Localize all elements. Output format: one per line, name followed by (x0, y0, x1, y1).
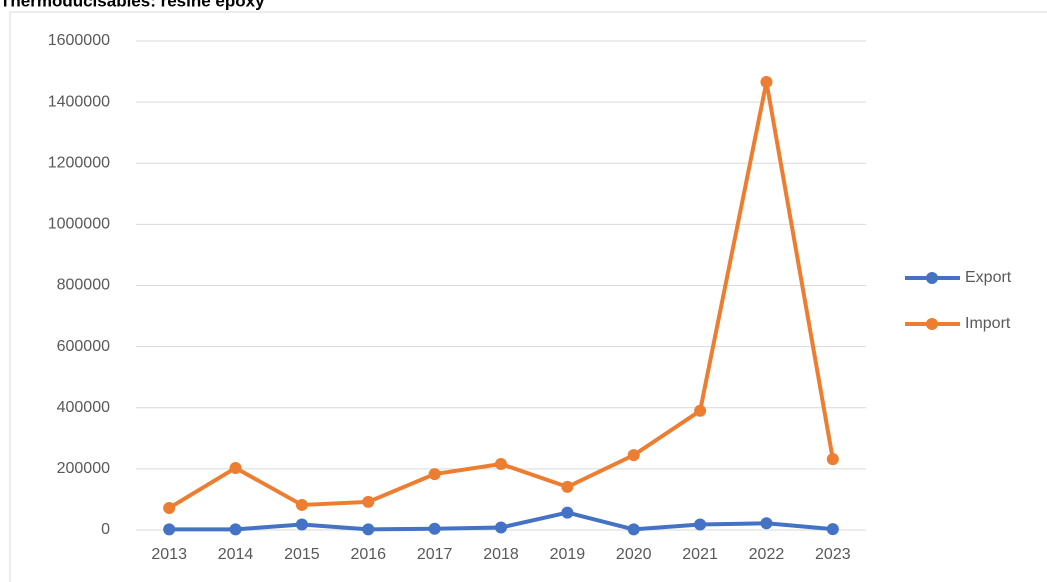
x-tick-label: 2020 (616, 546, 652, 563)
y-tick-label: 1200000 (48, 154, 110, 171)
data-point (295, 498, 308, 511)
data-point (428, 468, 441, 481)
data-point (495, 457, 507, 470)
x-tick-label: 2019 (550, 546, 586, 563)
x-tick-label: 2017 (417, 546, 453, 563)
data-point (694, 518, 707, 531)
data-point (561, 480, 574, 493)
legend-marker (926, 318, 938, 330)
x-tick-label: 2018 (483, 546, 519, 563)
chart-title: Thermoducisables: resine epoxy (0, 0, 265, 10)
data-point (163, 501, 176, 514)
y-tick-label: 600000 (57, 338, 110, 355)
data-point (163, 523, 176, 536)
x-tick-label: 2014 (218, 546, 254, 563)
x-tick-label: 2021 (682, 546, 718, 563)
y-tick-label: 200000 (57, 460, 110, 477)
data-point (229, 461, 242, 474)
x-tick-label: 2023 (815, 546, 851, 563)
data-point (826, 523, 839, 536)
data-point (295, 518, 308, 531)
y-tick-label: 1600000 (48, 32, 110, 49)
data-point (627, 523, 640, 536)
legend-label: Export (965, 269, 1012, 286)
data-point (760, 517, 773, 530)
data-point (561, 506, 574, 519)
data-point (627, 449, 640, 462)
data-point (362, 523, 375, 536)
legend-marker (926, 272, 938, 284)
legend-label: Import (965, 315, 1011, 332)
data-point (694, 404, 707, 417)
data-point (826, 453, 839, 466)
y-tick-label: 800000 (57, 277, 110, 294)
y-tick-label: 0 (101, 521, 110, 538)
data-point (362, 495, 375, 508)
y-tick-label: 1000000 (48, 216, 110, 233)
x-tick-label: 2015 (284, 546, 320, 563)
x-tick-label: 2013 (151, 546, 187, 563)
x-tick-label: 2016 (350, 546, 386, 563)
data-point (495, 521, 507, 534)
x-tick-label: 2022 (749, 546, 785, 563)
data-point (428, 522, 441, 535)
data-point (229, 523, 242, 536)
y-tick-label: 400000 (57, 399, 110, 416)
y-tick-label: 1400000 (48, 93, 110, 110)
chart-frame (9, 11, 1047, 582)
data-point (760, 75, 773, 88)
